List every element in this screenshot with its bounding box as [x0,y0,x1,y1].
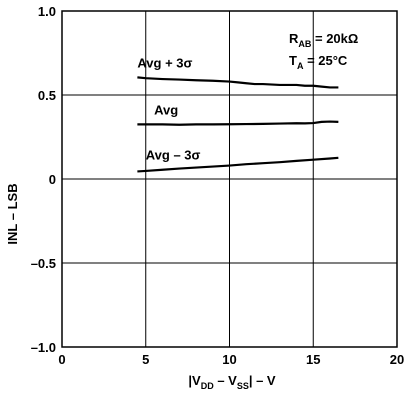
y-tick-label: –0.5 [31,256,56,271]
y-tick-label: 1.0 [38,4,56,19]
y-tick-label: –1.0 [31,340,56,355]
tick-labels: 0 5 10 15 20 1.0 0.5 0 –0.5 –1.0 [31,4,405,367]
plot-frame [61,10,398,348]
x-axis-title: |VDD – VSS| – V [188,373,276,391]
y-tick-label: 0 [49,172,56,187]
y-axis-title: INL – LSB [5,183,20,244]
x-tick-label: 10 [222,352,236,367]
series-label-avg: Avg [154,102,178,117]
x-tick-label: 0 [58,352,65,367]
annotation-resistance: RAB = 20kΩ [289,31,358,49]
series-line-2 [137,156,339,173]
series-label-avg-plus-3sigma: Avg + 3σ [137,55,192,70]
x-tick-label: 5 [142,352,149,367]
series-label-avg-minus-3sigma: Avg – 3σ [146,147,201,162]
series-line-1 [137,120,339,126]
series-line-0 [137,76,339,89]
annotation-temperature: TA = 25°C [289,53,348,71]
x-tick-label: 20 [390,352,404,367]
y-tick-label: 0.5 [38,88,56,103]
x-tick-label: 15 [306,352,320,367]
grid [62,11,397,347]
series-lines [137,76,339,173]
